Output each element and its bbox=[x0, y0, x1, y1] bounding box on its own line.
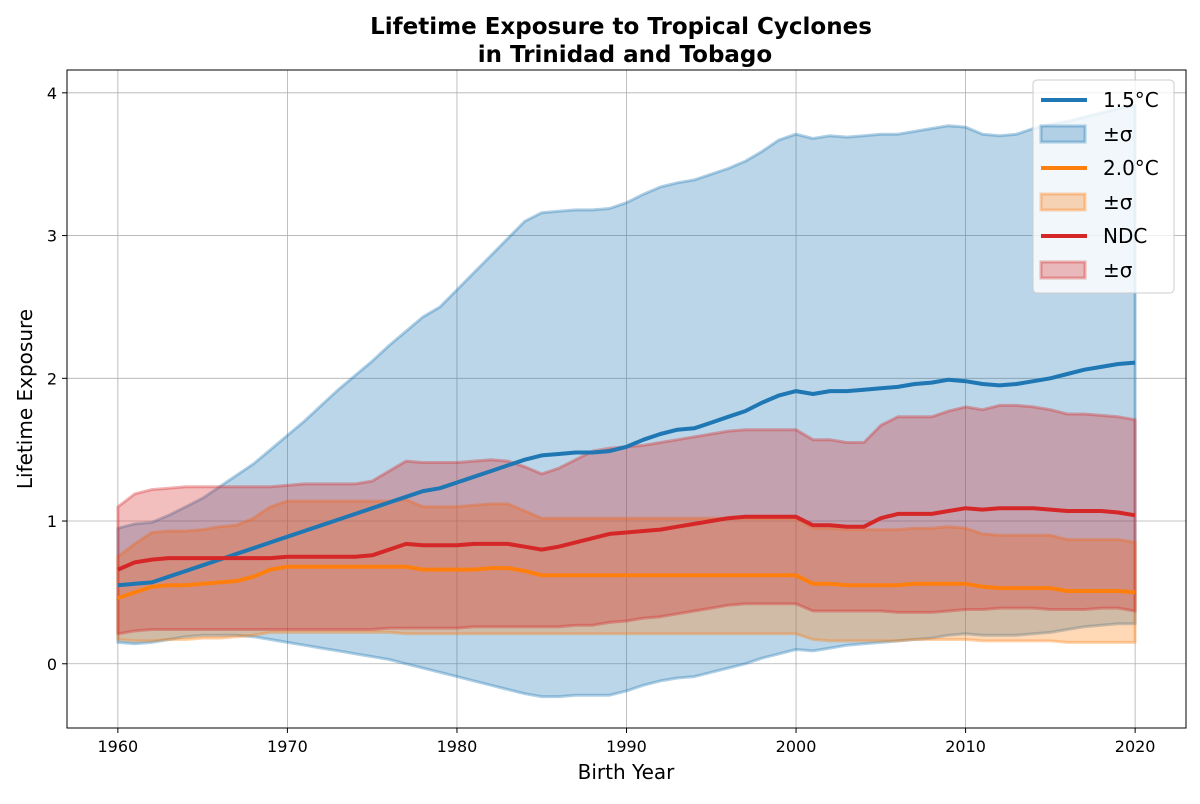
x-tick-label: 1960 bbox=[98, 737, 139, 756]
x-tick-label: 2000 bbox=[776, 737, 817, 756]
grid bbox=[67, 70, 1186, 728]
axes bbox=[62, 69, 1187, 733]
y-tick-label: 2 bbox=[47, 369, 57, 388]
legend-band-swatch bbox=[1039, 124, 1087, 144]
x-tick-label: 1970 bbox=[267, 737, 308, 756]
line-2.0°C bbox=[117, 564, 1136, 600]
line-NDC bbox=[117, 506, 1136, 572]
band-NDC bbox=[116, 403, 1137, 636]
legend-band-label: ±σ bbox=[1103, 258, 1133, 282]
y-tick-label: 1 bbox=[47, 512, 57, 531]
uncertainty-bands bbox=[116, 104, 1137, 699]
series-lines bbox=[117, 360, 1136, 600]
x-tick-label: 2020 bbox=[1115, 737, 1156, 756]
legend-band-label: ±σ bbox=[1103, 122, 1133, 146]
chart-title-line-1: Lifetime Exposure to Tropical Cyclones bbox=[370, 14, 872, 40]
legend-label: NDC bbox=[1103, 224, 1147, 248]
legend-label: 1.5°C bbox=[1103, 88, 1159, 112]
legend-band-swatch bbox=[1039, 192, 1087, 212]
legend: 1.5°C ±σ 2.0°C ±σ NDC ±σ bbox=[1032, 79, 1175, 294]
legend-band-label: ±σ bbox=[1103, 190, 1133, 214]
x-tick-label: 1980 bbox=[437, 737, 478, 756]
y-axis-label: Lifetime Exposure bbox=[13, 309, 37, 489]
legend-band-swatch bbox=[1039, 260, 1087, 280]
tick-labels: 1960 1970 1980 1990 2000 2010 2020 0 1 2 3 4 bbox=[47, 84, 1156, 756]
line-1.5°C bbox=[117, 360, 1136, 588]
y-tick-label: 3 bbox=[47, 227, 57, 246]
band-1.5°C bbox=[116, 104, 1137, 699]
chart-title-line-2: in Trinidad and Tobago bbox=[478, 42, 772, 68]
x-tick-label: 2010 bbox=[945, 737, 986, 756]
band-2.0°C bbox=[116, 498, 1137, 644]
x-tick-label: 1990 bbox=[606, 737, 647, 756]
chart-title: Lifetime Exposure to Tropical Cyclones i… bbox=[370, 14, 872, 68]
y-tick-label: 4 bbox=[47, 84, 57, 103]
legend-label: 2.0°C bbox=[1103, 156, 1159, 180]
plot-frame bbox=[66, 69, 1187, 729]
x-axis-label: Birth Year bbox=[578, 760, 675, 784]
legend-box bbox=[1032, 79, 1175, 294]
y-tick-label: 0 bbox=[47, 655, 57, 674]
